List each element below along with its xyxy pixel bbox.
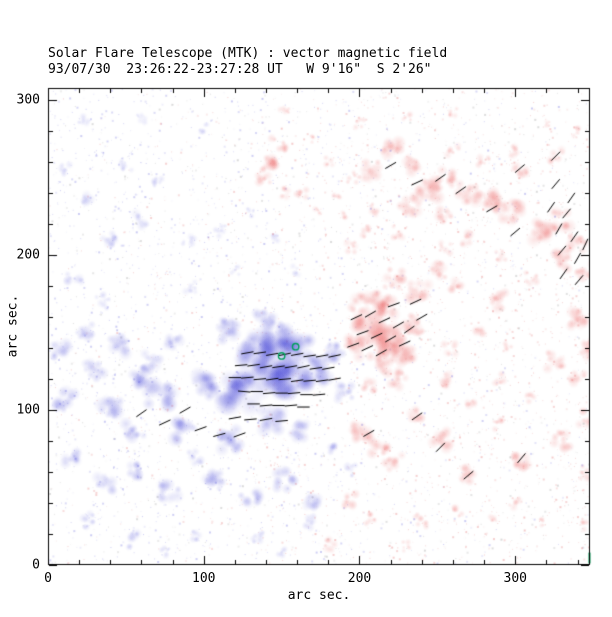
y-tick-label: 300 xyxy=(16,92,40,108)
y-tick-label: 200 xyxy=(16,247,40,263)
x-tick-label: 0 xyxy=(44,571,52,586)
y-tick-label: 100 xyxy=(16,402,40,418)
x-axis-label: arc sec. xyxy=(287,588,351,603)
y-tick-label: 0 xyxy=(32,557,40,573)
chart-title: Solar Flare Telescope (MTK) : vector mag… xyxy=(48,46,448,61)
chart-subtitle: 93/07/30 23:26:22-23:27:28 UT W 9'16" S … xyxy=(48,62,432,77)
y-axis-label: arc sec. xyxy=(5,294,21,358)
x-tick-label: 100 xyxy=(191,571,216,586)
x-tick-label: 200 xyxy=(347,571,372,586)
x-tick-label: 300 xyxy=(503,571,527,586)
